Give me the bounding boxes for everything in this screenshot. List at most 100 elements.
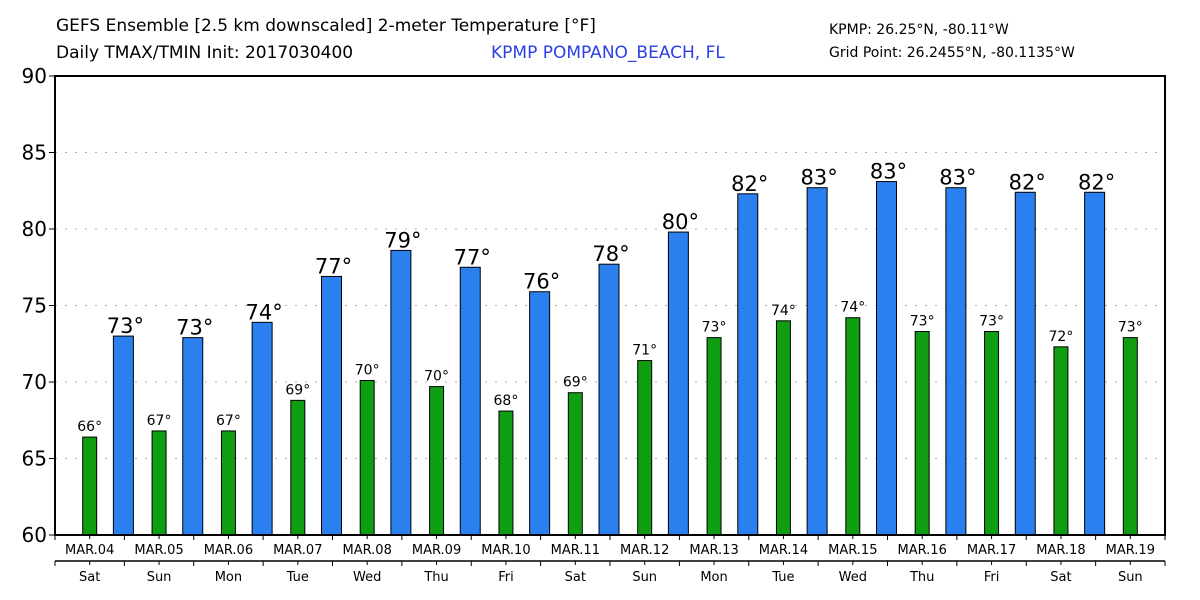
tmax-label: 83°	[801, 166, 838, 190]
tmax-label: 83°	[939, 166, 976, 190]
tmin-bar	[359, 379, 375, 536]
tmin-label: 74°	[840, 300, 865, 316]
date-label: MAR.06	[204, 543, 253, 558]
tmax-label: 82°	[1078, 170, 1115, 194]
tmax-label: 73°	[107, 314, 144, 338]
tmax-label: 82°	[731, 172, 768, 196]
weekday-label: Tue	[286, 570, 309, 585]
tmax-label: 82°	[1009, 170, 1046, 194]
tmax-bar	[945, 187, 967, 536]
tmin-label: 67°	[216, 413, 241, 429]
weekday-label: Fri	[984, 570, 1000, 585]
date-label: MAR.14	[759, 543, 808, 558]
tmin-label: 74°	[771, 303, 796, 319]
tmax-bar	[876, 181, 897, 536]
tmin-bar	[290, 399, 306, 536]
weekday-label: Sat	[79, 570, 100, 585]
weekday-label: Mon	[215, 570, 242, 585]
date-label: MAR.11	[551, 543, 600, 558]
date-label: MAR.16	[898, 543, 947, 558]
tmax-bar	[251, 321, 273, 536]
tmin-bar	[1053, 346, 1069, 536]
tmin-bar	[1122, 337, 1138, 536]
weekday-label: Fri	[498, 570, 514, 585]
chart-title: GEFS Ensemble [2.5 km downscaled] 2-mete…	[56, 16, 596, 36]
date-label: MAR.09	[412, 543, 461, 558]
tmin-label: 73°	[702, 320, 727, 336]
y-tick-label: 80	[22, 217, 47, 241]
tmax-label: 83°	[870, 160, 907, 184]
tmin-label: 69°	[285, 382, 310, 398]
tmax-label: 77°	[454, 245, 491, 269]
tmax-bar	[806, 187, 828, 536]
tmin-label: 70°	[424, 369, 449, 385]
tmin-bar	[984, 331, 1000, 536]
date-label: MAR.12	[620, 543, 669, 558]
tmax-bar	[390, 249, 412, 536]
weekday-label: Tue	[771, 570, 794, 585]
tmin-bar	[220, 430, 236, 536]
date-label: MAR.15	[828, 543, 877, 558]
tmax-bar	[321, 275, 342, 536]
tmax-label: 79°	[384, 228, 421, 252]
tmax-bar	[737, 193, 759, 536]
weekday-label: Sat	[565, 570, 586, 585]
y-tick-label: 70	[22, 370, 47, 394]
tmax-bar	[598, 263, 620, 536]
weekday-label: Thu	[909, 570, 934, 585]
date-label: MAR.13	[689, 543, 738, 558]
chart-subtitle: Daily TMAX/TMIN Init: 2017030400	[56, 43, 354, 63]
tmax-label: 74°	[246, 300, 283, 324]
y-tick-label: 75	[22, 294, 47, 318]
tmin-bar	[845, 317, 861, 536]
tmin-bar	[775, 320, 791, 536]
date-label: MAR.04	[65, 543, 114, 558]
tmin-label: 68°	[494, 393, 519, 409]
weekday-label: Thu	[423, 570, 448, 585]
date-label: MAR.10	[481, 543, 530, 558]
tmax-bar	[1084, 191, 1106, 536]
tmax-bar	[459, 266, 481, 536]
tmin-label: 73°	[979, 314, 1004, 330]
station-coordinates: KPMP: 26.25°N, -80.11°W	[829, 22, 1009, 38]
weekday-label: Sat	[1050, 570, 1071, 585]
date-label: MAR.18	[1036, 543, 1085, 558]
weekday-label: Sun	[1118, 570, 1143, 585]
tmax-label: 78°	[592, 242, 629, 266]
tmax-bar	[182, 337, 204, 536]
tmin-bar	[498, 410, 514, 536]
tmin-bar	[914, 331, 930, 536]
tmin-bar	[82, 436, 98, 536]
tmax-bar	[112, 335, 134, 536]
tmin-label: 71°	[632, 343, 657, 359]
tmax-bar	[529, 291, 551, 536]
tmin-label: 67°	[147, 413, 172, 429]
weekday-label: Sun	[147, 570, 172, 585]
date-label: MAR.05	[134, 543, 183, 558]
station-name: KPMP POMPANO_BEACH, FL	[491, 43, 725, 63]
y-tick-label: 65	[22, 447, 47, 471]
date-label: MAR.07	[273, 543, 322, 558]
tmax-label: 77°	[315, 254, 352, 278]
tmin-bar	[151, 430, 167, 536]
weekday-label: Sun	[632, 570, 657, 585]
tmin-label: 72°	[1049, 329, 1074, 345]
tmin-label: 73°	[910, 314, 935, 330]
tmin-label: 70°	[355, 362, 380, 378]
tmin-bar	[429, 386, 445, 536]
tmin-bar	[567, 392, 583, 536]
y-tick-label: 85	[22, 141, 47, 165]
tmin-label: 73°	[1118, 320, 1143, 336]
tmin-bar	[706, 337, 722, 536]
tmax-bar	[667, 231, 689, 536]
weekday-label: Mon	[700, 570, 727, 585]
weekday-label: Wed	[353, 570, 381, 585]
grid-point-coordinates: Grid Point: 26.2455°N, -80.1135°W	[829, 45, 1075, 61]
date-label: MAR.17	[967, 543, 1016, 558]
tmin-label: 66°	[77, 419, 102, 435]
tmax-label: 80°	[662, 210, 699, 234]
tmax-label: 73°	[176, 316, 213, 340]
tmin-bar	[637, 360, 653, 536]
tmin-label: 69°	[563, 375, 588, 391]
